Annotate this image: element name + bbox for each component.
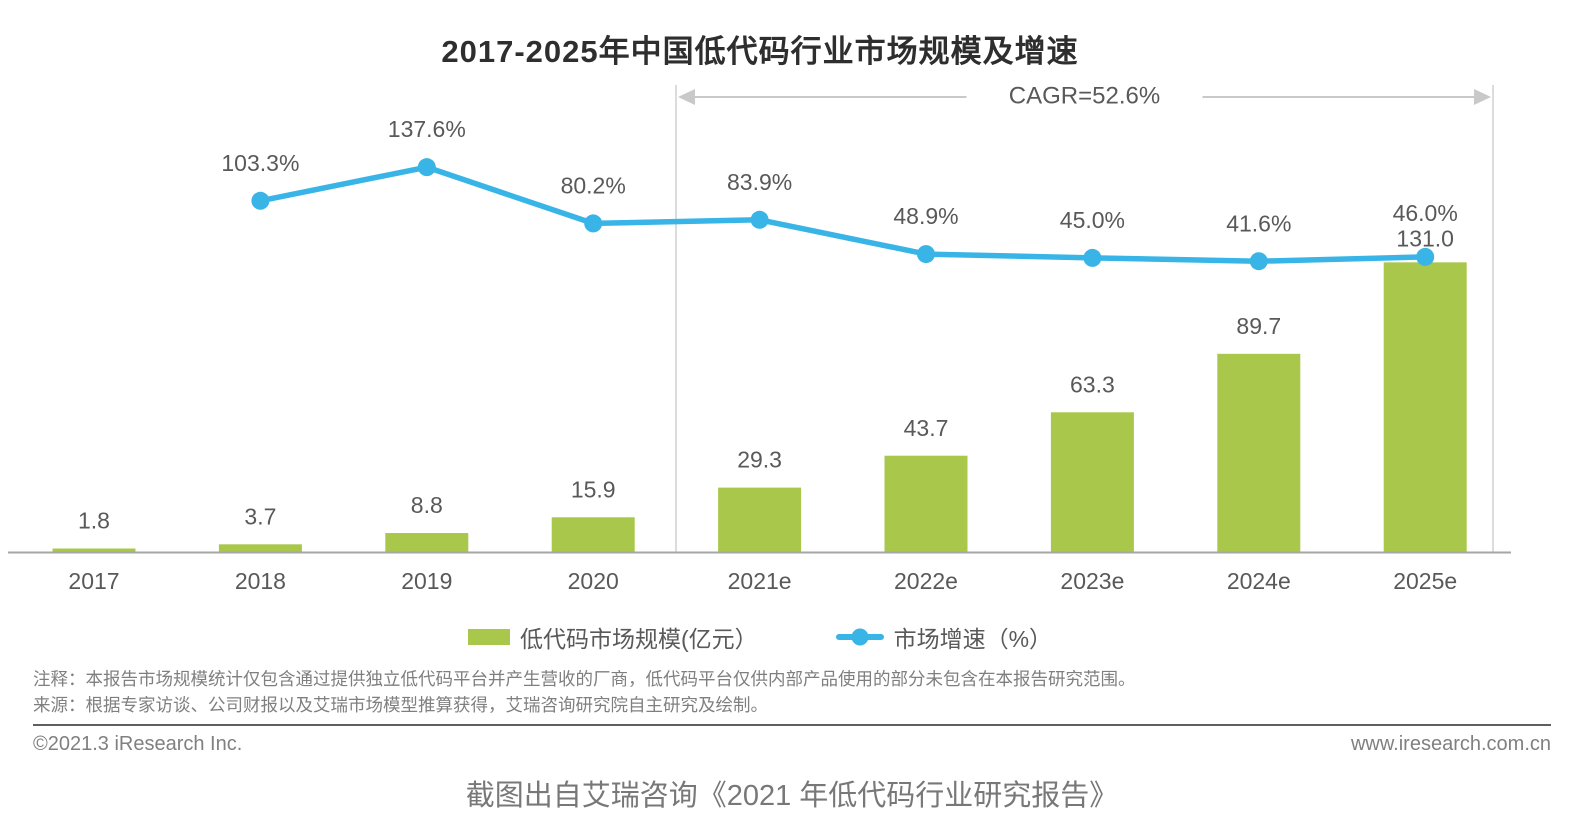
chart-legend: 低代码市场规模(亿元） 市场增速（%） <box>0 620 1520 654</box>
line-value-label-2021e: 83.9% <box>727 169 792 195</box>
cagr-arrowhead-left-icon <box>678 89 695 105</box>
bar-value-label-2025e: 131.0 <box>1396 225 1454 251</box>
bar-series-swatch-icon <box>467 629 510 645</box>
line-point-2024e <box>1249 252 1268 271</box>
combo-chart: CAGR=52.6% 1.8 3.7 8.8 15.9 29.3 43.7 63.3 89.7 1… <box>8 82 1511 594</box>
x-tick-2022e: 2022e <box>894 568 958 594</box>
x-tick-2019: 2019 <box>401 568 452 594</box>
bar-2023e <box>1050 412 1134 553</box>
line-value-label-2020: 80.2% <box>561 172 626 198</box>
cagr-label: CAGR=52.6% <box>1009 82 1160 109</box>
bar-value-label-2020: 15.9 <box>571 476 616 502</box>
bar-value-label-2017: 1.8 <box>78 508 110 534</box>
bar-2018 <box>218 544 302 553</box>
line-point-2022e <box>917 245 935 264</box>
bar-2025e <box>1383 262 1467 553</box>
note-text: 注释：本报告市场规模统计仅包含通过提供独立低代码平台并产生营收的厂商，低代码平台… <box>33 669 1136 689</box>
source-text: 来源：根据专家访谈、公司财报以及艾瑞市场模型推算获得，艾瑞咨询研究院自主研究及绘… <box>33 694 768 715</box>
x-tick-2020: 2020 <box>568 568 619 594</box>
x-tick-2024e: 2024e <box>1227 568 1291 594</box>
bar-2021e <box>718 487 802 553</box>
bar-value-label-2023e: 63.3 <box>1070 371 1115 397</box>
growth-rate-line <box>257 164 1428 264</box>
line-value-label-2018: 103.3% <box>221 150 299 176</box>
line-value-label-2023e: 45.0% <box>1060 207 1125 233</box>
line-series-swatch-icon <box>835 628 884 646</box>
notes-block: 注释：本报告市场规模统计仅包含通过提供独立低代码平台并产生营收的厂商，低代码平台… <box>33 667 1551 718</box>
bar-value-label-2019: 8.8 <box>411 492 443 518</box>
bar-2017 <box>52 548 136 553</box>
bar-value-label-2018: 3.7 <box>244 503 276 529</box>
chart-title: 2017-2025年中国低代码行业市场规模及增速 <box>441 34 1079 69</box>
legend-label-market-size: 低代码市场规模(亿元） <box>519 626 758 652</box>
line-value-label-2022e: 48.9% <box>893 203 958 229</box>
x-tick-2025e: 2025e <box>1393 568 1457 594</box>
line-point-2019 <box>417 158 436 177</box>
legend-label-growth-rate: 市场增速（%） <box>893 626 1053 652</box>
bar-2020 <box>551 517 635 553</box>
bar-value-label-2021e: 29.3 <box>737 447 782 473</box>
copyright-text: ©2021.3 iResearch Inc. <box>33 733 243 755</box>
line-value-label-2024e: 41.6% <box>1226 210 1291 236</box>
line-value-label-2019: 137.6% <box>388 116 466 142</box>
footer: ©2021.3 iResearch Inc. www.iresearch.com… <box>33 733 1551 756</box>
legend-item-market-size: 低代码市场规模(亿元） <box>467 620 758 654</box>
screenshot-caption: 截图出自艾瑞咨询《2021 年低代码行业研究报告》 <box>465 780 1119 812</box>
legend-item-growth-rate: 市场增速（%） <box>835 620 1053 654</box>
line-point-2023e <box>1083 248 1102 267</box>
website-text: www.iresearch.com.cn <box>1350 733 1551 755</box>
footer-divider <box>33 724 1551 726</box>
bar-2024e <box>1217 353 1301 553</box>
bar-value-label-2022e: 43.7 <box>904 415 949 441</box>
bar-2022e <box>884 455 968 553</box>
line-point-2018 <box>251 191 270 210</box>
line-point-2021e <box>750 210 769 229</box>
bar-value-label-2024e: 89.7 <box>1236 313 1281 339</box>
line-point-2025e <box>1416 247 1435 266</box>
x-tick-2023e: 2023e <box>1060 568 1124 594</box>
x-tick-2018: 2018 <box>235 568 286 594</box>
cagr-arrowhead-right-icon <box>1474 89 1491 105</box>
line-series-dot-icon <box>851 628 869 646</box>
line-point-2020 <box>584 214 603 233</box>
bar-2019 <box>385 533 469 553</box>
x-tick-2021e: 2021e <box>728 568 792 594</box>
x-tick-2017: 2017 <box>68 568 119 594</box>
line-value-label-2025e: 46.0% <box>1393 200 1458 226</box>
